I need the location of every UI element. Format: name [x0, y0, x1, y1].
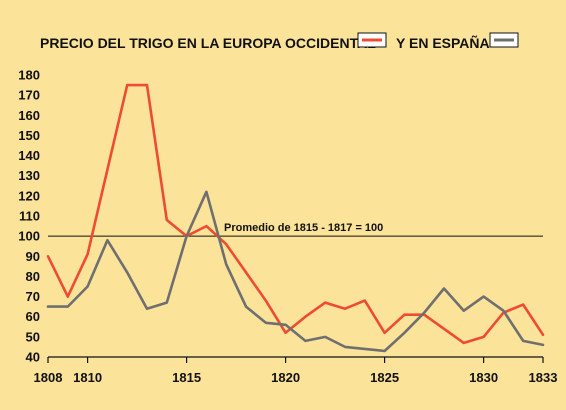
y-tick-label: 140 — [18, 148, 40, 163]
x-tick-label: 1830 — [469, 370, 498, 385]
y-tick-label: 130 — [18, 168, 40, 183]
y-tick-label: 110 — [19, 209, 40, 224]
x-axis: 1808 1810 1815 1820 1825 1830 1833 — [34, 357, 558, 385]
x-tick-label: 1820 — [271, 370, 300, 385]
y-axis: 40 50 60 70 80 90 100 110 120 130 140 150 160 170 180 — [18, 68, 40, 365]
x-tick-label: 1825 — [370, 370, 399, 385]
y-tick-label: 160 — [18, 108, 40, 123]
series-line-espana — [46, 190, 545, 353]
y-tick-label: 100 — [18, 229, 40, 244]
y-tick-label: 50 — [26, 329, 40, 344]
y-tick-label: 170 — [18, 88, 40, 103]
x-tick-label: 1808 — [34, 370, 63, 385]
y-tick-label: 150 — [18, 128, 40, 143]
y-tick-label: 40 — [26, 350, 40, 365]
y-tick-label: 60 — [26, 309, 40, 324]
reference-label: Promedio de 1815 - 1817 = 100 — [224, 222, 383, 234]
y-tick-label: 90 — [26, 249, 40, 264]
series-group — [46, 83, 545, 353]
x-tick-label: 1815 — [172, 370, 201, 385]
chart-title-part2: Y EN ESPAÑA — [396, 34, 490, 51]
x-tick-label: 1833 — [529, 370, 558, 385]
y-tick-label: 80 — [26, 269, 40, 284]
x-tick-label: 1810 — [73, 370, 102, 385]
y-tick-label: 120 — [18, 188, 40, 203]
chart-title-part1: PRECIO DEL TRIGO EN LA EUROPA OCCIDENTAL — [40, 35, 376, 51]
series-line-europa — [46, 83, 545, 345]
y-tick-label: 70 — [26, 289, 40, 304]
y-tick-label: 180 — [18, 68, 40, 83]
